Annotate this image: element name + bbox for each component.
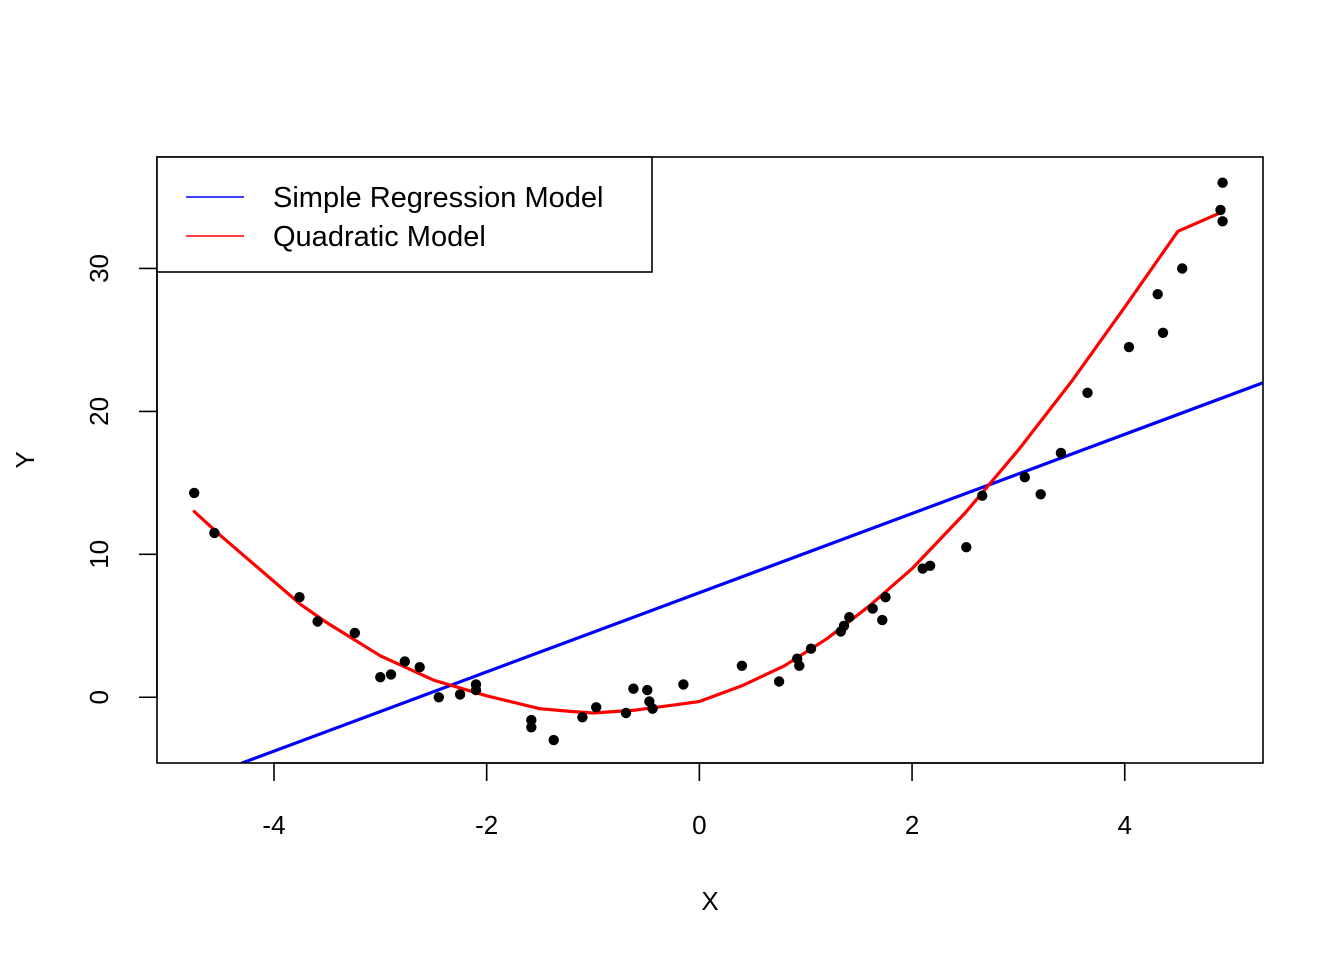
data-point [526,722,537,733]
data-point [294,592,305,603]
data-point [349,627,360,639]
data-point [1123,341,1135,353]
data-point [1215,204,1226,216]
data-point [838,620,850,631]
data-point [454,689,466,700]
data-point [620,707,632,719]
y-tick-label: 20 [84,397,114,426]
x-tick-label: -4 [262,810,285,840]
x-tick-label: 0 [692,810,706,840]
legend: Simple Regression Model Quadratic Model [156,156,653,273]
data-point [1019,472,1030,483]
y-tick-label: 10 [84,540,114,569]
series-line-1 [192,211,1223,715]
y-tick-label: 30 [84,254,114,283]
data-point [312,616,323,627]
data-point [470,684,482,696]
legend-label: Simple Regression Model [273,182,603,214]
data-point [961,542,972,553]
data-point [1177,263,1188,274]
data-point [977,490,988,501]
data-point [1217,216,1228,227]
x-axis-label: X [701,886,718,916]
legend-label: Quadratic Model [273,221,486,253]
legend-box [156,156,653,273]
x-tick-label: 4 [1118,810,1132,840]
data-point [877,614,888,626]
data-point [577,712,588,723]
data-point [385,669,397,680]
data-point [794,660,805,671]
data-point [1035,489,1046,500]
data-point [209,527,220,539]
x-tick-label: 2 [905,810,919,840]
data-point [591,702,602,713]
data-point [1082,387,1093,398]
data-point [1217,177,1228,188]
data-layer [189,177,1263,763]
data-point [526,714,537,726]
data-point [805,643,817,654]
data-point [548,734,559,746]
y-tick-label: 0 [84,690,114,704]
data-point [924,560,936,571]
plot-frame [156,156,1264,764]
data-point [844,612,855,623]
data-point [414,662,425,673]
data-point [1152,289,1163,300]
data-point [1055,447,1067,459]
data-point [642,684,653,696]
data-point [399,656,410,667]
x-tick-label: -2 [475,810,498,840]
data-point [736,660,748,671]
data-point [189,487,200,499]
data-point [678,679,689,690]
data-point [880,592,891,603]
y-axis-label: Y [10,451,40,468]
data-point [375,672,386,683]
data-point [773,676,785,687]
series-line-0 [240,381,1263,763]
data-point [628,683,639,694]
data-point [867,603,878,614]
data-point [433,692,444,703]
data-point [647,703,658,714]
data-point [1157,327,1169,338]
